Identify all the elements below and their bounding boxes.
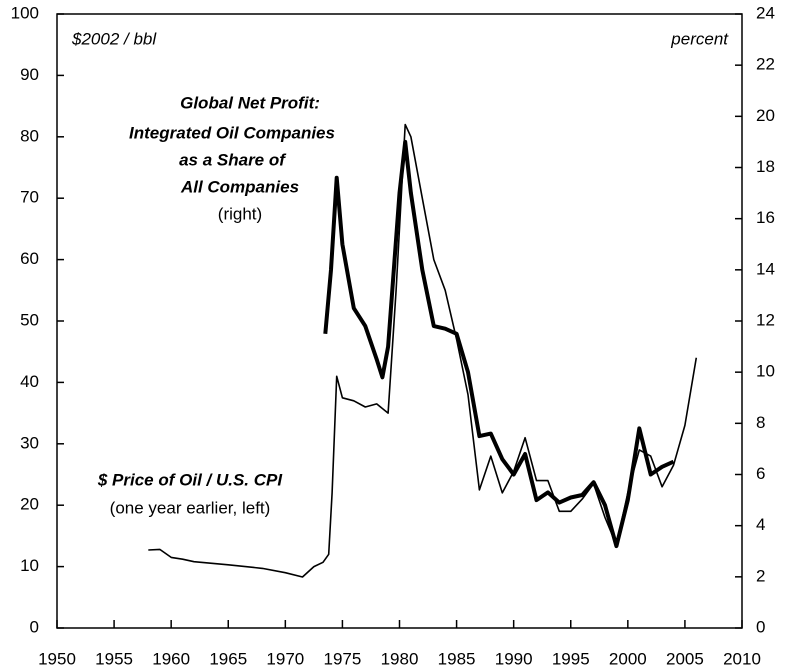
y2-tick-label: 20 xyxy=(756,106,775,125)
annotation-line: All Companies xyxy=(180,177,299,196)
y-tick-label: 70 xyxy=(20,188,39,207)
y2-tick-label: 16 xyxy=(756,208,775,227)
annotation-line: (right) xyxy=(218,204,262,223)
x-tick-label: 1955 xyxy=(95,649,133,668)
y2-tick-label: 6 xyxy=(756,464,765,483)
y-tick-label: 50 xyxy=(20,310,39,329)
y-tick-label: 0 xyxy=(30,617,39,636)
annotation-line: Global Net Profit: xyxy=(180,93,320,112)
y-tick-label: 20 xyxy=(20,495,39,514)
left-axis-label: $2002 / bbl xyxy=(71,29,157,48)
y2-tick-label: 12 xyxy=(756,310,775,329)
x-tick-label: 1980 xyxy=(381,649,419,668)
y2-tick-label: 24 xyxy=(756,3,775,22)
y2-tick-label: 8 xyxy=(756,413,765,432)
x-tick-label: 1950 xyxy=(38,649,76,668)
y2-tick-label: 2 xyxy=(756,566,765,585)
x-tick-label: 1970 xyxy=(266,649,304,668)
y-tick-label: 60 xyxy=(20,249,39,268)
right-axis-label: percent xyxy=(670,29,729,48)
line-series xyxy=(148,123,698,578)
y-tick-label: 30 xyxy=(20,433,39,452)
annotation-line: $ Price of Oil / U.S. CPI xyxy=(97,470,283,489)
y-tick-label: 80 xyxy=(20,126,39,145)
y-tick-label: 40 xyxy=(20,372,39,391)
y2-tick-label: 10 xyxy=(756,362,775,381)
y-tick-label: 10 xyxy=(20,556,39,575)
y2-tick-label: 14 xyxy=(756,259,775,278)
y-tick-label: 90 xyxy=(20,65,39,84)
annotation-line: (one year earlier, left) xyxy=(110,498,271,517)
y-tick-label: 100 xyxy=(11,3,39,22)
x-tick-label: 2000 xyxy=(609,649,647,668)
annotation-line: Integrated Oil Companies xyxy=(129,123,335,142)
line-series xyxy=(323,139,675,549)
x-tick-label: 1960 xyxy=(152,649,190,668)
annotation-line: as a Share of xyxy=(179,150,287,169)
x-tick-label: 1975 xyxy=(324,649,362,668)
y2-tick-label: 18 xyxy=(756,157,775,176)
x-tick-label: 1985 xyxy=(438,649,476,668)
x-tick-label: 1990 xyxy=(495,649,533,668)
x-tick-label: 1995 xyxy=(552,649,590,668)
y2-tick-label: 0 xyxy=(756,617,765,636)
x-tick-label: 2010 xyxy=(723,649,761,668)
plot-frame xyxy=(56,13,743,629)
x-tick-label: 1965 xyxy=(209,649,247,668)
y2-tick-label: 4 xyxy=(756,515,765,534)
x-tick-label: 2005 xyxy=(666,649,704,668)
y2-tick-label: 22 xyxy=(756,55,775,74)
